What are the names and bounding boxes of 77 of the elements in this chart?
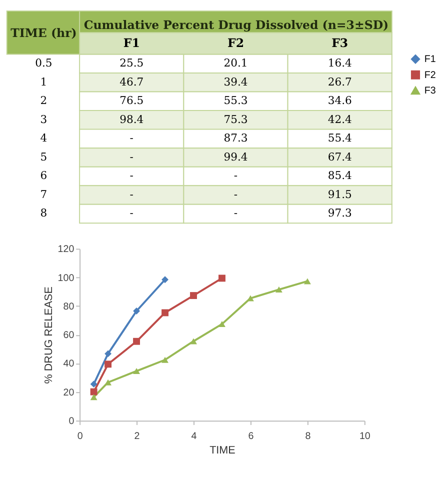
data-label: 55.4 — [328, 132, 352, 145]
y-tick-label: 20 — [63, 387, 75, 398]
legend-label: F1 — [424, 54, 436, 66]
y-tick-label: 80 — [63, 301, 75, 312]
y-tick-label: 1 — [40, 75, 48, 88]
text: - — [130, 169, 134, 182]
data-label: 85.4 — [328, 169, 352, 182]
x-axis-title: TIME — [210, 444, 236, 456]
y-tick-label: 3 — [40, 112, 48, 126]
point — [104, 350, 112, 358]
x-tick-label: F1 — [123, 36, 140, 50]
y-axis-title: % DRUG RELEASE — [42, 286, 55, 384]
y-tick-label: 0 — [68, 416, 75, 428]
x-tick-label: 4 — [191, 430, 198, 442]
data-label: 55.3 — [224, 94, 248, 108]
data-label: 20.1 — [224, 56, 248, 70]
point — [218, 321, 226, 328]
y-tick-label: 0.5 — [35, 56, 52, 70]
data-label: 75.3 — [224, 112, 248, 126]
text: - — [130, 132, 134, 145]
y-tick-label: 120 — [58, 244, 75, 256]
point — [90, 380, 98, 388]
x-tick-label: F3 — [332, 36, 348, 50]
x-tick-label: 10 — [359, 430, 371, 442]
point — [90, 388, 98, 396]
point — [190, 338, 197, 344]
data-label: 91.5 — [328, 188, 352, 201]
text: - — [130, 150, 134, 164]
data-label: 97.3 — [328, 206, 352, 220]
x-tick-label: 0 — [77, 430, 84, 442]
text: - — [234, 169, 238, 182]
text: - — [234, 188, 238, 201]
point — [275, 286, 282, 293]
point — [104, 379, 112, 386]
data-label: 25.5 — [120, 56, 144, 70]
legend-label: F2 — [424, 70, 436, 81]
text: - — [234, 206, 238, 220]
data-label: 42.4 — [328, 112, 352, 126]
y-axis-title: TIME (hr) — [10, 26, 77, 40]
x-tick-label: F2 — [227, 36, 244, 50]
point — [190, 292, 197, 300]
y-tick-label: 100 — [58, 272, 75, 284]
text: - — [130, 206, 134, 220]
data-label: 46.7 — [120, 75, 144, 88]
point — [133, 308, 140, 314]
legend-label: F3 — [424, 86, 436, 97]
x-tick-label: 8 — [305, 430, 312, 442]
data-label: 39.4 — [224, 75, 248, 88]
y-tick-label: 8 — [40, 206, 48, 220]
y-tick-label: 2 — [40, 94, 48, 108]
point — [162, 309, 168, 316]
data-label: 34.6 — [328, 94, 352, 108]
point — [218, 274, 226, 282]
point — [90, 394, 98, 400]
y-tick-label: 7 — [40, 188, 48, 201]
x-tick-label: 2 — [134, 430, 140, 442]
data-label: 26.7 — [328, 75, 352, 88]
data-label: 67.4 — [328, 150, 352, 164]
y-tick-label: 4 — [40, 132, 48, 145]
y-tick-label: 40 — [63, 358, 75, 370]
data-label: 76.5 — [120, 94, 144, 108]
data-label: 98.4 — [120, 112, 144, 126]
x-tick-label: 6 — [248, 430, 254, 442]
data-label: 16.4 — [328, 56, 352, 70]
y-tick-label: 60 — [63, 330, 75, 342]
data-label: 87.3 — [224, 132, 248, 145]
point — [162, 356, 168, 363]
point — [104, 360, 112, 368]
text: - — [130, 188, 134, 201]
point — [162, 276, 168, 284]
point — [133, 368, 140, 374]
y-tick-label: 6 — [40, 169, 48, 182]
point — [304, 278, 311, 284]
x-axis-title: Cumulative Percent Drug Dissolved (n=3±SD) — [84, 18, 389, 32]
point — [133, 338, 140, 345]
data-label: 99.4 — [224, 150, 248, 164]
y-tick-label: 5 — [40, 150, 48, 164]
